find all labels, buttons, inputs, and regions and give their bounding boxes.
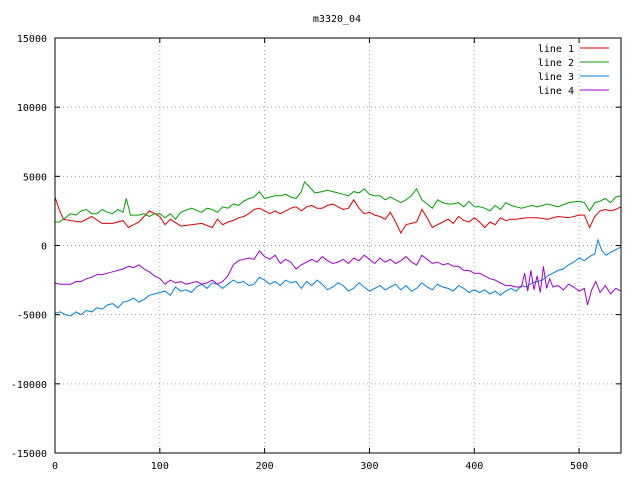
- chart-title: m3320_04: [313, 14, 361, 25]
- series-line-4: [54, 250, 622, 306]
- series-lines: [54, 180, 622, 317]
- legend-label-3: line 3: [538, 72, 574, 83]
- x-tick-label: 0: [52, 461, 58, 472]
- y-tick-label: -5000: [17, 311, 47, 322]
- y-tick-label: 15000: [17, 34, 47, 45]
- x-tick-label: 200: [256, 461, 274, 472]
- series-line-1: [54, 196, 622, 235]
- y-tick-label: 10000: [17, 103, 47, 114]
- y-tick-label: -15000: [11, 449, 47, 460]
- y-tick-label: 5000: [23, 172, 47, 183]
- x-tick-label: 400: [465, 461, 483, 472]
- grid: [55, 38, 621, 453]
- y-tick-label: -10000: [11, 380, 47, 391]
- legend-label-2: line 2: [538, 58, 574, 69]
- legend-label-4: line 4: [538, 86, 574, 97]
- y-tick-label: 0: [41, 242, 47, 253]
- axes: -15000 -10000 -5000 0 5000 10000 15000 0 100 200 3…: [11, 34, 621, 472]
- series-line-3: [54, 238, 622, 317]
- legend-label-1: line 1: [538, 44, 574, 55]
- x-tick-label: 100: [151, 461, 169, 472]
- x-tick-label: 300: [360, 461, 378, 472]
- legend: line 1 line 2 line 3 line 4: [538, 44, 609, 97]
- series-line-2: [55, 180, 622, 223]
- plot-frame: [54, 37, 622, 454]
- x-tick-label: 500: [570, 461, 588, 472]
